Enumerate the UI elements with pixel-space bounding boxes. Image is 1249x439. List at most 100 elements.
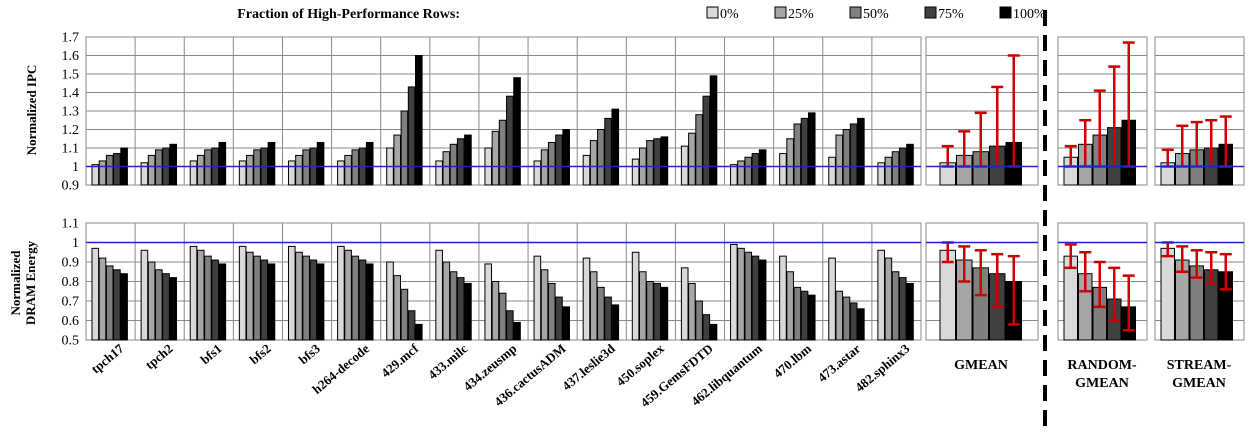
energy-bar [786,271,794,341]
x-tick-label: 437.leslie3d [559,340,618,393]
ipc-bar [267,141,276,186]
ipc-bar [449,143,458,186]
energy-bar [800,290,809,341]
ipc-bar [491,130,500,186]
ipc-bar [849,123,858,186]
legend-label-1: 25% [788,7,814,22]
energy-bar [491,281,500,341]
ipc-bar [695,114,703,186]
energy-summary-bar [939,249,956,341]
ipc-bar [660,136,669,186]
energy-bar [253,255,261,341]
ipc-bar [835,134,844,186]
ipc-bar [807,112,816,186]
ipc-bar [884,156,893,186]
ipc-bar [337,160,345,186]
energy-bar [589,271,598,341]
energy-y-tick-label: 0.9 [62,256,80,271]
energy-bar [891,271,900,341]
ipc-y-tick-label: 1.3 [62,105,80,120]
x-tick-label: 473.astar [815,341,864,385]
legend: Fraction of High-Performance Rows: 0% 25%… [237,6,1046,22]
x-tick-label: tpch2 [142,341,175,372]
energy-bar [351,255,360,341]
ipc-bar [653,138,661,186]
energy-bar [857,308,865,341]
energy-bar [91,247,100,341]
legend-label-3: 75% [938,7,964,22]
ipc-bar [295,154,303,186]
ipc-bar [400,110,409,186]
energy-bar [744,251,753,341]
ipc-y-tick-label: 1.6 [62,49,80,64]
energy-bar [140,249,149,341]
ipc-bar [540,149,549,186]
x-tick-label: 470.lbm [770,341,814,381]
ipc-bar [169,143,178,186]
ipc-bar [407,86,416,186]
ipc-bar [442,151,451,186]
ipc-y-tick-label: 1.4 [62,86,80,101]
energy-bar [758,259,767,341]
energy-bar [316,263,325,341]
ipc-panel: Normalized IPC 0.9 1 1.1 1.2 1.3 1.4 1.5 1.6 1.7 [24,31,1245,194]
energy-bar [98,257,107,341]
ipc-y-tick-label: 1 [72,160,79,175]
energy-bar [302,255,310,341]
energy-bar [730,243,738,341]
energy-bar [189,245,198,341]
energy-bar [638,271,647,341]
ipc-bar [680,145,689,186]
ipc-bar [786,138,794,186]
energy-bar [562,306,570,341]
ipc-bar [393,134,402,186]
ipc-bar [547,141,556,186]
ipc-bar [646,140,654,186]
summary-label-2: STREAM-GMEAN [1167,358,1232,391]
energy-bar [533,255,542,341]
energy-panel: Normalized DRAM Energy 0.5 0.6 0.7 0.8 0.9 1 1… [8,217,1245,349]
energy-y-axis-label-line1: Normalized [8,250,23,316]
x-tick-label: 482.sphinx3 [852,340,913,394]
energy-bar [386,261,394,341]
energy-bar [702,314,711,341]
energy-bar [751,255,760,341]
energy-bar [877,249,885,341]
energy-bar [287,245,296,341]
energy-bar [660,286,669,341]
energy-bar [793,286,802,341]
energy-bar [506,310,514,341]
energy-bar [260,259,269,341]
legend-title: Fraction of High-Performance Rows: [237,7,460,22]
energy-bar [737,247,745,341]
ipc-bar [435,160,443,186]
ipc-bar [751,153,760,186]
ipc-bar [688,132,696,186]
ipc-bar [533,160,542,186]
energy-bar [337,245,345,341]
ipc-bar [302,149,310,186]
ipc-bar [98,160,107,186]
ipc-bar [906,143,914,186]
energy-bar [540,269,549,341]
energy-bar [309,259,318,341]
x-tick-label: 433.milc [425,341,470,383]
energy-bar [709,323,718,341]
ipc-y-tick-label: 0.9 [62,179,80,194]
energy-bar [688,282,696,341]
energy-bar [147,261,156,341]
energy-y-tick-label: 0.8 [62,275,80,290]
energy-bar [582,257,591,341]
ipc-bar [246,154,254,186]
ipc-bar [415,55,423,186]
energy-bar [555,296,563,341]
energy-y-tick-label: 0.6 [62,314,80,329]
energy-bar [849,302,858,341]
energy-bar [120,273,128,341]
ipc-bar [800,117,809,186]
ipc-bar [204,149,212,186]
ipc-bar [828,156,836,186]
energy-bar [464,282,472,341]
ipc-bar [611,108,620,186]
